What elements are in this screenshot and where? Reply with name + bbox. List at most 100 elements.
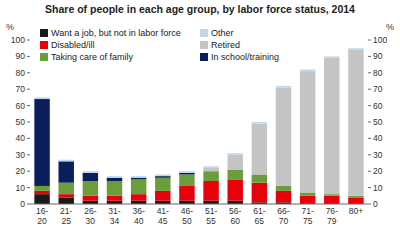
- y-axis-label: %: [6, 22, 14, 32]
- legend-swatch: [40, 41, 48, 49]
- y2-tick-label: 100: [373, 35, 387, 45]
- label-line: 66-: [277, 206, 289, 216]
- label-line: 65: [255, 216, 265, 226]
- bar-segment: [155, 178, 170, 191]
- legend-swatch: [200, 53, 208, 61]
- y2-axis-label: %: [386, 22, 394, 32]
- bar-segment: [227, 179, 242, 200]
- y-tick-label: 60: [16, 101, 26, 111]
- bar-segment: [155, 174, 170, 176]
- label-line: 41-: [157, 206, 169, 216]
- bar-segment: [300, 193, 315, 196]
- bar-segment: [34, 191, 49, 194]
- y-tick-label: 10: [16, 183, 26, 193]
- label-line: 26-: [84, 206, 96, 216]
- y2-tick: [368, 154, 371, 155]
- y2-tick-label: 80: [373, 68, 383, 78]
- bar-segment: [348, 196, 363, 198]
- label-line: 70: [279, 216, 289, 226]
- label-line: 50: [182, 216, 192, 226]
- label-line: 51-: [205, 206, 217, 216]
- y-tick-label: 90: [16, 51, 26, 61]
- y2-tick-label: 70: [373, 84, 383, 94]
- y-tick: [27, 40, 30, 41]
- bar-segment: [34, 97, 49, 99]
- label-line: 55: [206, 216, 216, 226]
- y-tick-label: 80: [16, 68, 26, 78]
- bar-segment: [227, 155, 242, 170]
- y-tick-label: 100: [11, 35, 25, 45]
- label-line: 76-: [326, 206, 338, 216]
- y2-tick-label: 0: [373, 199, 378, 209]
- legend-label: Taking care of family: [51, 52, 134, 62]
- y-tick: [27, 56, 30, 57]
- label-line: 34: [110, 216, 120, 226]
- bar-segment: [276, 191, 291, 202]
- x-tick-label: 76-79: [326, 206, 338, 226]
- label-line: 46-: [181, 206, 193, 216]
- legend-label: In school/training: [211, 52, 279, 62]
- x-tick-label: 21-25: [60, 206, 72, 226]
- bar-segment: [34, 99, 49, 186]
- y2-tick: [368, 56, 371, 57]
- bar-segment: [34, 186, 49, 191]
- bar-segment: [252, 183, 267, 203]
- bar-segment: [179, 171, 194, 173]
- x-tick-label: 61-65: [253, 206, 265, 226]
- legend-swatch: [40, 53, 48, 61]
- title: Share of people in each age group, by la…: [45, 3, 355, 15]
- y2-tick-label: 40: [373, 133, 383, 143]
- label-line: 16-: [36, 206, 48, 216]
- x-tick-label: 26-30: [84, 206, 96, 226]
- y2-tick: [368, 72, 371, 73]
- label-line: 61-: [253, 206, 265, 216]
- legend: Want a job, but not in labor force Disabl…: [40, 28, 279, 62]
- bar-segment: [324, 56, 339, 58]
- y-tick-label: 70: [16, 84, 26, 94]
- x-tick-label: 71-75: [301, 206, 313, 226]
- y2-tick-label: 50: [373, 117, 383, 127]
- bar-segment: [107, 178, 122, 181]
- bar-segment: [155, 176, 170, 178]
- bar-segment: [300, 71, 315, 192]
- bar-segment: [131, 178, 146, 180]
- x-tick-label: 80+: [349, 206, 363, 216]
- x-tick-label: 56-60: [229, 206, 241, 226]
- bar-segment: [34, 194, 49, 204]
- label-line: 20: [37, 216, 47, 226]
- label-line: 31-: [108, 206, 120, 216]
- legend-label: Want a job, but not in labor force: [51, 28, 181, 38]
- bar-segment: [107, 176, 122, 178]
- bar-segment: [203, 166, 218, 168]
- y-tick: [27, 105, 30, 106]
- y-tick: [27, 72, 30, 73]
- bar-segment: [203, 168, 218, 171]
- bar-segment: [131, 179, 146, 194]
- bar-segment: [155, 191, 170, 201]
- bar-segment: [58, 197, 73, 204]
- bar-segment: [179, 186, 194, 201]
- bar-segment: [83, 181, 98, 196]
- legend-label: Other: [211, 28, 234, 38]
- label-line: 30: [86, 216, 96, 226]
- label-line: 71-: [301, 206, 313, 216]
- bar-segment: [227, 153, 242, 155]
- bar-segment: [252, 124, 267, 175]
- y-tick: [27, 171, 30, 172]
- label-line: 75: [303, 216, 313, 226]
- bar-segment: [58, 160, 73, 162]
- label-line: 21-: [60, 206, 72, 216]
- label-line: 45: [158, 216, 168, 226]
- bar-segment: [58, 194, 73, 197]
- y2-tick-label: 60: [373, 101, 383, 111]
- y2-tick: [368, 122, 371, 123]
- y2-tick: [368, 138, 371, 139]
- x-tick-label: 16-20: [36, 206, 48, 226]
- bars: [34, 48, 363, 204]
- x-tick-label: 31-34: [108, 206, 120, 226]
- legend-label: Disabled/ill: [51, 40, 95, 50]
- y2-tick-label: 30: [373, 150, 383, 160]
- y-tick-label: 0: [20, 199, 25, 209]
- bar-segment: [348, 50, 363, 196]
- y-tick: [27, 138, 30, 139]
